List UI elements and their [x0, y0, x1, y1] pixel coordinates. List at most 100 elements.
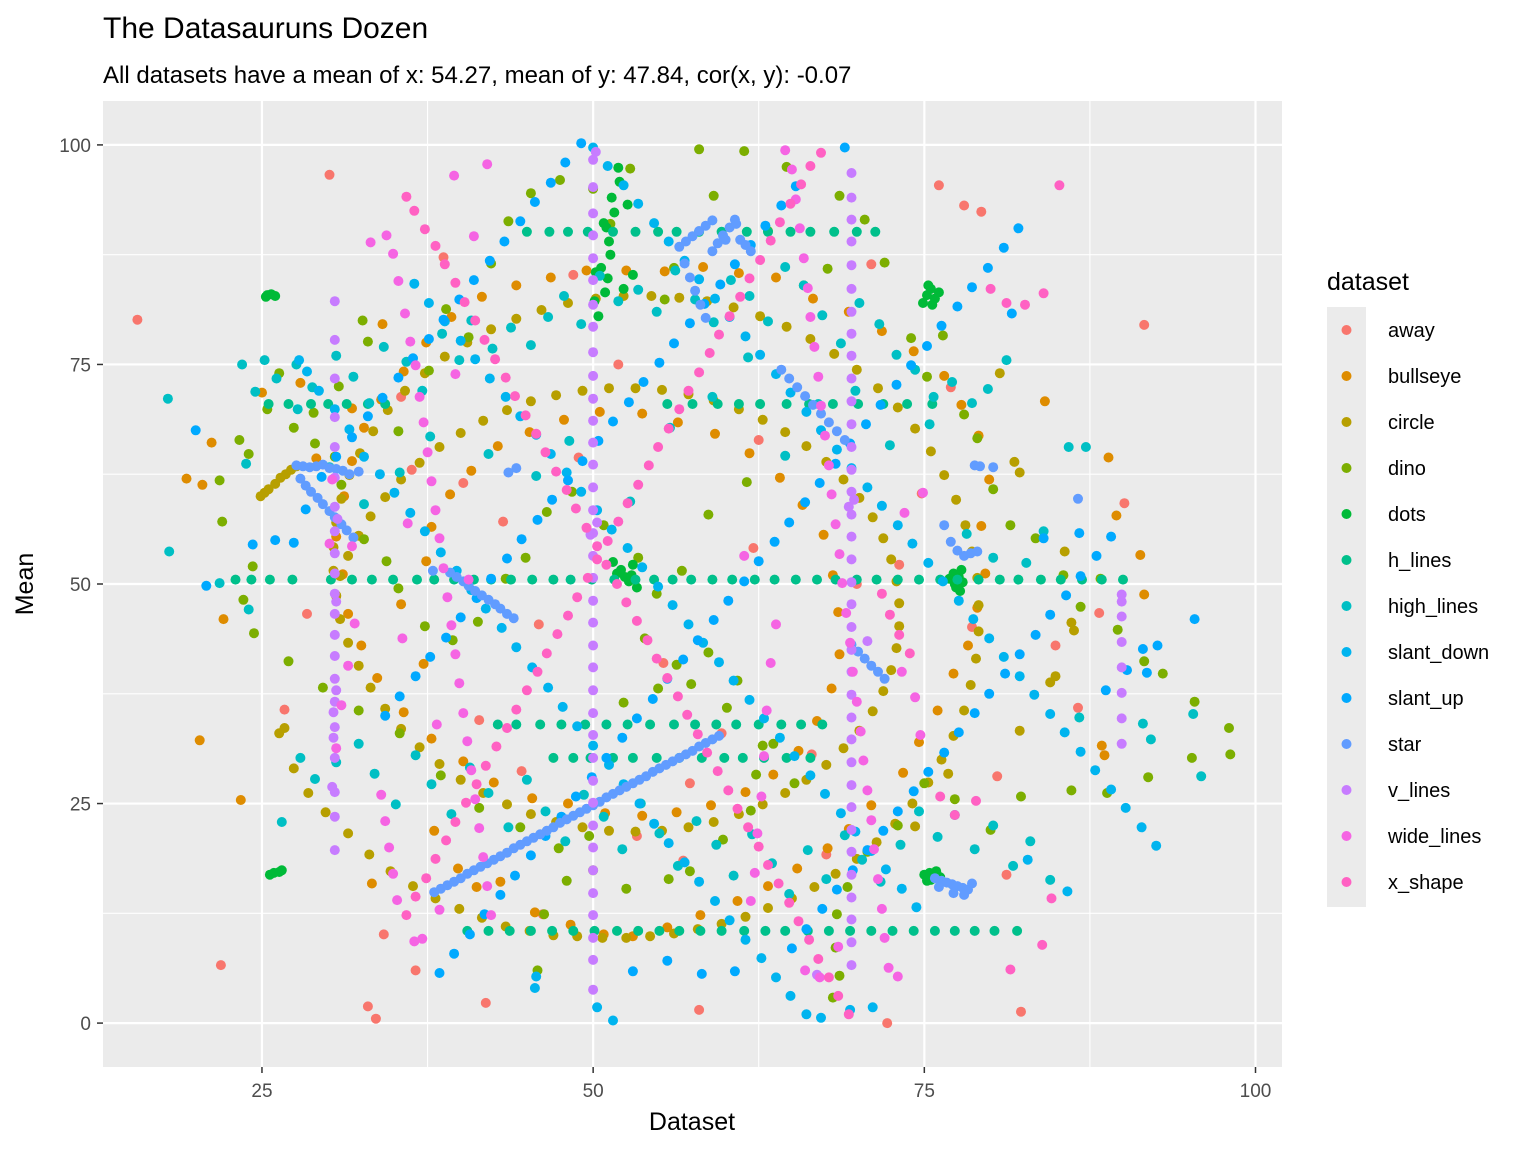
data-point	[502, 553, 512, 564]
data-point	[1050, 671, 1061, 682]
data-point	[707, 391, 718, 402]
data-point	[968, 614, 979, 625]
data-point	[784, 897, 795, 908]
data-point	[429, 825, 440, 836]
data-point	[455, 335, 466, 346]
legend-label: h_lines	[1388, 550, 1451, 572]
data-point	[449, 948, 460, 959]
x-tick-label: 100	[1240, 1081, 1272, 1102]
data-point	[247, 539, 258, 550]
data-point	[541, 648, 552, 659]
legend-label: x_shape	[1388, 872, 1464, 894]
data-point	[989, 925, 1000, 936]
data-point	[816, 147, 826, 158]
data-point	[961, 528, 972, 539]
data-point	[365, 511, 376, 522]
data-point	[287, 574, 298, 585]
data-point	[250, 386, 261, 397]
data-point	[515, 216, 526, 227]
data-point	[377, 319, 388, 330]
data-point	[748, 543, 759, 553]
data-point	[545, 177, 556, 188]
data-point	[588, 182, 599, 193]
data-point	[1224, 723, 1234, 733]
data-point	[845, 925, 856, 936]
data-point	[409, 205, 420, 216]
data-point	[817, 903, 828, 914]
data-point	[737, 752, 748, 763]
data-point	[763, 903, 773, 913]
data-point	[434, 533, 445, 544]
data-point	[327, 781, 338, 792]
data-point	[1116, 713, 1127, 724]
data-point	[588, 370, 599, 381]
data-point	[294, 355, 305, 366]
data-point	[947, 377, 958, 387]
data-point	[422, 447, 433, 458]
data-point	[876, 588, 887, 599]
data-point	[670, 265, 681, 276]
data-point	[892, 806, 903, 817]
data-point	[306, 486, 316, 497]
data-point	[695, 299, 706, 310]
data-point	[899, 507, 910, 518]
data-point	[547, 925, 558, 936]
data-point	[495, 889, 506, 900]
data-point	[468, 231, 479, 242]
data-point	[1005, 964, 1016, 975]
data-point	[578, 789, 589, 800]
data-point	[347, 541, 357, 552]
data-point	[630, 574, 641, 585]
data-point	[817, 310, 828, 321]
data-point	[959, 889, 970, 900]
data-point	[829, 348, 840, 359]
data-point	[924, 419, 935, 430]
data-point	[972, 433, 983, 444]
data-point	[939, 370, 950, 381]
data-point	[455, 612, 466, 623]
data-point	[780, 145, 791, 156]
data-point	[418, 658, 429, 669]
data-point	[712, 238, 723, 249]
data-point	[960, 520, 971, 531]
data-point	[998, 651, 1009, 662]
data-point	[892, 971, 903, 982]
data-point	[816, 1012, 826, 1023]
data-point	[1005, 520, 1016, 531]
data-point	[529, 197, 540, 207]
data-point	[390, 799, 401, 810]
legend-item-high-lines: high_lines	[1341, 596, 1478, 618]
data-point	[1139, 589, 1150, 600]
legend-key	[1341, 739, 1352, 749]
data-point	[622, 719, 633, 730]
data-point	[935, 791, 946, 802]
data-point	[496, 622, 507, 633]
data-point	[613, 162, 624, 173]
data-point	[1050, 640, 1061, 651]
data-point	[839, 142, 850, 153]
data-point	[952, 574, 963, 585]
data-point	[851, 696, 862, 707]
data-point	[347, 432, 357, 443]
data-point	[329, 334, 340, 345]
data-point	[502, 723, 512, 733]
data-point	[796, 719, 807, 730]
data-point	[430, 240, 441, 251]
data-point	[348, 532, 359, 543]
data-point	[657, 384, 667, 395]
data-point	[617, 732, 628, 743]
data-point	[906, 333, 917, 344]
data-point	[846, 757, 857, 768]
data-point	[602, 273, 613, 284]
data-point	[707, 574, 718, 585]
data-point	[453, 863, 463, 874]
data-point	[1094, 608, 1105, 618]
data-point	[1090, 765, 1101, 776]
data-point	[329, 845, 340, 856]
data-point	[724, 311, 735, 322]
data-point	[873, 383, 883, 394]
data-point	[560, 836, 571, 847]
data-point	[771, 972, 781, 983]
legend-item-dots: dots	[1341, 504, 1426, 526]
data-point	[710, 428, 720, 439]
